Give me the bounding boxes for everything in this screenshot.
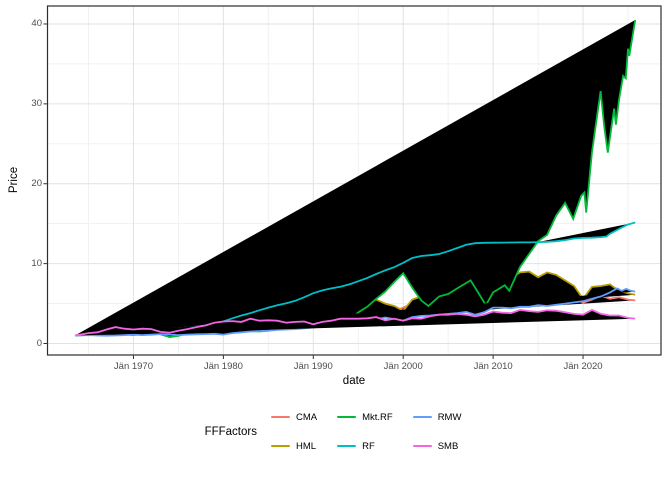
legend-entry-HML: HML bbox=[270, 438, 323, 454]
legend-label: HML bbox=[295, 440, 317, 452]
y-tick-label: 30 bbox=[31, 98, 42, 110]
legend-label: SMB bbox=[437, 440, 459, 452]
y-tick-label: 40 bbox=[31, 18, 42, 30]
legend-label: CMA bbox=[295, 411, 318, 423]
x-tick-label: Jän 2000 bbox=[383, 361, 423, 372]
x-tick-label: Jän 2020 bbox=[563, 361, 603, 372]
axis-ticks bbox=[43, 23, 584, 359]
legend-key-line-icon bbox=[337, 444, 357, 448]
legend-title: FFFactors bbox=[204, 425, 257, 438]
legend: FFFactors CMA HML Mkt.RF RF RMW SMB bbox=[0, 409, 672, 454]
y-axis-title: Price bbox=[8, 166, 20, 194]
legend-entry-Mkt.RF: Mkt.RF bbox=[337, 409, 399, 425]
x-axis-title: date bbox=[342, 375, 366, 387]
legend-entry-SMB: SMB bbox=[412, 438, 468, 454]
panel-border bbox=[46, 5, 662, 356]
y-tick-label: 10 bbox=[31, 258, 42, 270]
y-tick-label: 0 bbox=[36, 337, 42, 349]
legend-key-line-icon bbox=[412, 415, 432, 419]
legend-entry-RMW: RMW bbox=[412, 409, 468, 425]
legend-label: RMW bbox=[437, 411, 462, 423]
legend-entry-CMA: CMA bbox=[270, 409, 323, 425]
x-tick-label: Jän 1970 bbox=[113, 361, 153, 372]
x-tick-label: Jän 1980 bbox=[203, 361, 243, 372]
legend-entry-RF: RF bbox=[337, 438, 399, 454]
legend-entries: CMA HML Mkt.RF RF RMW SMB bbox=[270, 409, 468, 454]
legend-key-line-icon bbox=[337, 415, 357, 419]
legend-key-line-icon bbox=[270, 444, 290, 448]
x-tick-label: Jän 2010 bbox=[473, 361, 513, 372]
x-tick-label: Jän 1990 bbox=[293, 361, 333, 372]
series-line-SMB bbox=[74, 308, 636, 337]
legend-key-line-icon bbox=[412, 444, 432, 448]
legend-label: Mkt.RF bbox=[362, 411, 393, 423]
legend-key-line-icon bbox=[270, 415, 290, 419]
y-tick-label: 20 bbox=[31, 178, 42, 190]
legend-label: RF bbox=[362, 440, 375, 452]
